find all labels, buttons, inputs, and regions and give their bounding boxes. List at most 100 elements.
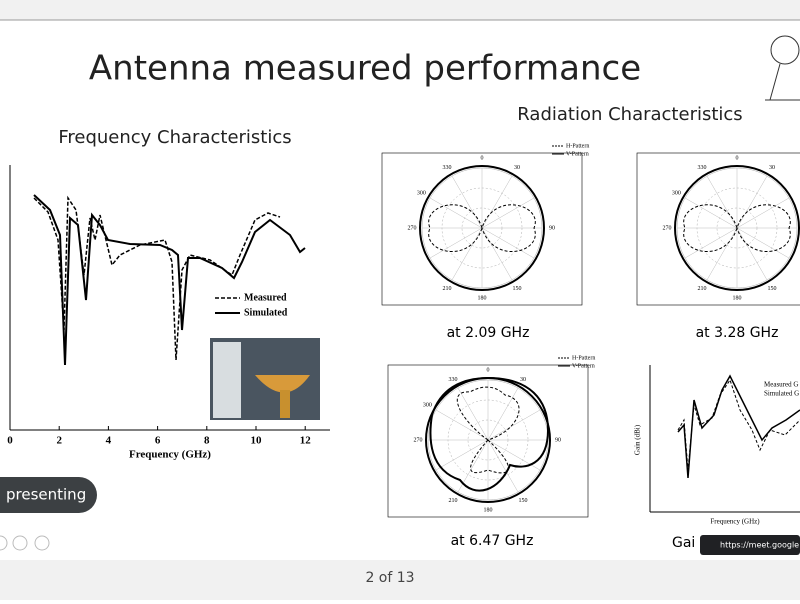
x-axis-label: Frequency (GHz): [710, 518, 760, 526]
polar-spoke: [487, 409, 541, 441]
polar-angle-label: 300: [417, 190, 426, 196]
slide-controls: [0, 535, 50, 551]
caption: Gai: [672, 535, 695, 551]
x-tick-label: 12: [300, 435, 312, 447]
x-tick-label: 10: [251, 435, 263, 447]
caption: at 6.47 GHz: [451, 533, 534, 549]
control-icon[interactable]: [0, 535, 8, 551]
plot-frame: [387, 364, 589, 518]
page-indicator: 2 of 13: [365, 570, 414, 586]
control-icon[interactable]: [12, 535, 28, 551]
polar-spoke: [481, 227, 535, 259]
polar-spoke: [457, 387, 489, 441]
simulated-gain: [677, 374, 800, 479]
h-pattern-curve: [428, 204, 536, 253]
plot-frame: [381, 152, 583, 306]
polar-spoke: [684, 197, 738, 229]
url-tooltip: [700, 535, 800, 555]
frequency-plot: Measured Simulated Frequency (GHz) 0 2 4 6 8…: [7, 165, 330, 461]
polar-angle-label: 150: [513, 286, 522, 292]
slide-title: Antenna measured performance: [89, 49, 641, 89]
x-tick-label: 0: [7, 435, 13, 447]
caption: at 2.09 GHz: [447, 325, 530, 341]
h-pattern-curve: [456, 386, 520, 474]
polar-angle-label: 180: [733, 295, 742, 301]
polar-angle-label: 300: [672, 190, 681, 196]
polar-angle-label: 210: [449, 498, 458, 504]
polar-angle-label: 90: [555, 437, 561, 443]
polar-spoke: [487, 387, 519, 441]
y-axis-label: Gain (dBi): [634, 424, 642, 455]
logo: [765, 35, 800, 101]
polar-outline: [419, 165, 545, 291]
polar-angle-label: 300: [423, 402, 432, 408]
polar-plot: 0 30 90 150 180 210 270 300 330 H-Pattern V-Patter…: [381, 143, 589, 306]
x-tick-label: 6: [155, 435, 161, 447]
polar-angle-label: 30: [514, 165, 520, 171]
polar-spoke: [429, 227, 483, 259]
photo-antenna: [255, 375, 310, 393]
v-pattern-curve: [429, 377, 550, 492]
radiation-patterns: 03090150180210270300330H-PatternV-Patter…: [381, 143, 800, 518]
polar-angle-label: 30: [769, 165, 775, 171]
x-tick-label: 2: [56, 435, 62, 447]
polar-angle-label: 270: [663, 225, 672, 231]
polar-angle-label: 0: [487, 367, 490, 373]
polar-angle-label: 330: [443, 165, 452, 171]
photo-connector: [280, 390, 290, 418]
polar-spoke: [736, 197, 790, 229]
polar-spoke: [435, 409, 489, 441]
polar-spoke: [706, 227, 738, 281]
polar-spoke: [706, 175, 738, 229]
control-icon[interactable]: [34, 535, 50, 551]
polar-angle-label: 0: [736, 155, 739, 161]
radiation-heading: Radiation Characteristics: [517, 104, 742, 125]
legend-label: V-Pattern: [566, 151, 589, 157]
legend-label: H-Pattern: [566, 143, 589, 149]
gain-plot: Measured G Simulated G Frequency (GHz) G…: [634, 365, 800, 526]
polar-outline: [674, 165, 800, 291]
polar-angle-label: 210: [698, 286, 707, 292]
polar-angle-label: 330: [449, 377, 458, 383]
measured-curve: [33, 195, 281, 361]
polar-angle-label: 150: [768, 286, 777, 292]
polar-spoke: [487, 439, 519, 493]
simulated-curve: [33, 194, 306, 366]
photo-ruler: [213, 342, 241, 418]
polar-angle-label: 270: [414, 437, 423, 443]
legend-label: Measured: [244, 292, 287, 303]
polar-spoke: [736, 227, 768, 281]
polar-spoke: [451, 227, 483, 281]
polar-spoke: [684, 227, 738, 259]
legend-label: Simulated G: [764, 390, 799, 398]
presenting-button[interactable]: [0, 477, 97, 513]
polar-angle-label: 210: [443, 286, 452, 292]
polar-angle-label: 330: [698, 165, 707, 171]
x-tick-label: 4: [106, 435, 112, 447]
polar-angle-label: 90: [549, 225, 555, 231]
presenting-label[interactable]: presenting: [6, 486, 86, 504]
polar-angle-label: 270: [408, 225, 417, 231]
legend-label: V-Pattern: [572, 363, 595, 369]
polar-spoke: [736, 175, 768, 229]
legend-label: H-Pattern: [572, 355, 595, 361]
polar-spoke: [736, 227, 790, 259]
caption: at 3.28 GHz: [696, 325, 779, 341]
url-text: https://meet.google.: [720, 541, 800, 550]
plot-frame: [636, 152, 800, 306]
polar-angle-label: 30: [520, 377, 526, 383]
polar-angle-label: 180: [478, 295, 487, 301]
polar-spoke: [435, 439, 489, 471]
slide: [0, 20, 800, 560]
polar-spoke: [481, 175, 513, 229]
polar-spoke: [481, 227, 513, 281]
legend-label: Measured G: [764, 381, 798, 389]
x-tick-label: 8: [204, 435, 210, 447]
polar-angle-label: 0: [481, 155, 484, 161]
polar-spoke: [481, 197, 535, 229]
frequency-heading: Frequency Characteristics: [58, 127, 291, 148]
legend-label: Simulated: [244, 307, 288, 318]
h-pattern-curve: [683, 204, 791, 253]
